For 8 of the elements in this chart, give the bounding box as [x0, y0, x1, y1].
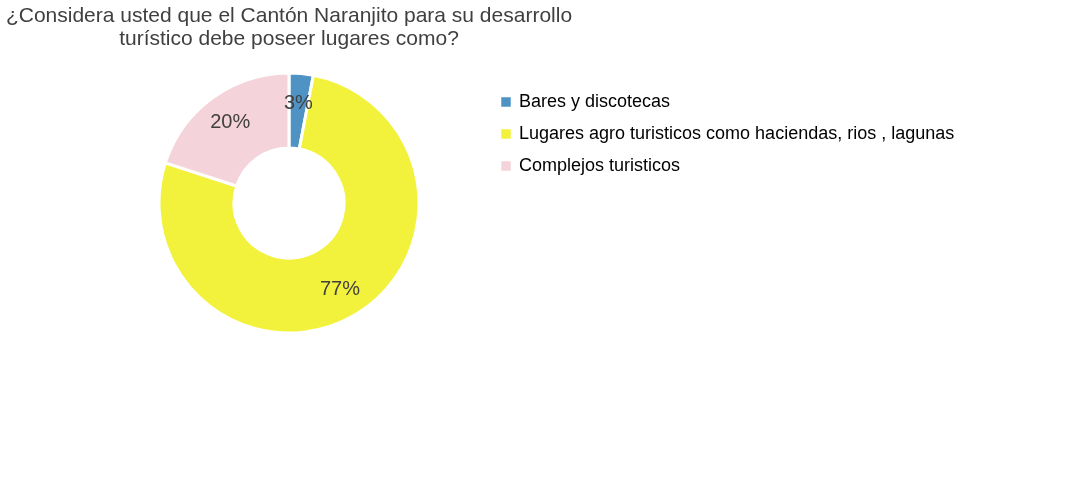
data-label: 20% — [210, 110, 251, 133]
data-label: 77% — [319, 277, 361, 300]
legend-label: Complejos turisticos — [519, 155, 681, 175]
legend-label: Lugares agro turisticos como haciendas, rios , lagunas — [519, 123, 955, 143]
text: turístico debe poseer lugares como? — [119, 26, 459, 49]
donut-slice — [157, 73, 421, 335]
legend-label: Bares y discotecas — [519, 91, 671, 111]
text: ¿Considera usted que el Cantón Naranjito para su desarrollo — [5, 3, 573, 26]
